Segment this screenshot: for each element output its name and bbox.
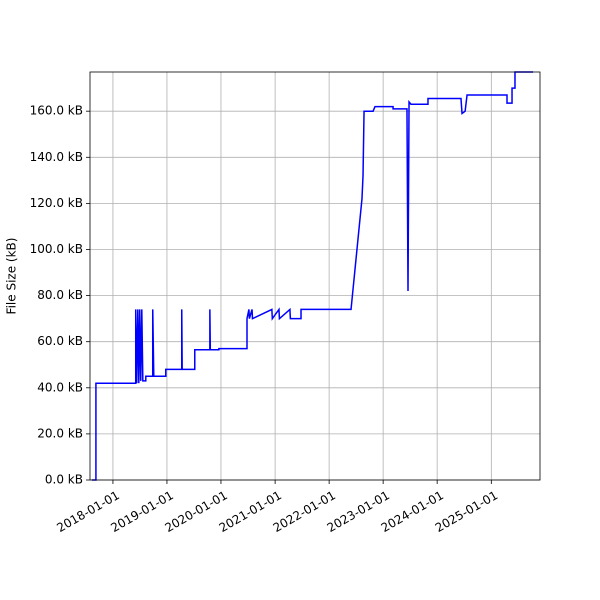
y-tick-label: 160.0 kB xyxy=(30,104,83,118)
data-line xyxy=(91,71,534,481)
y-tick-label: 20.0 kB xyxy=(37,426,83,440)
y-axis-label: File Size (kB) xyxy=(5,238,19,315)
y-tick-label: 60.0 kB xyxy=(37,334,83,348)
plot-frame xyxy=(89,71,541,481)
y-tick-label: 0.0 kB xyxy=(45,473,83,487)
y-tick-label: 140.0 kB xyxy=(30,150,83,164)
y-tick-label: 40.0 kB xyxy=(37,380,83,394)
y-tick-label: 100.0 kB xyxy=(30,242,83,256)
y-tick-label: 120.0 kB xyxy=(30,196,83,210)
y-tick-label: 80.0 kB xyxy=(37,288,83,302)
